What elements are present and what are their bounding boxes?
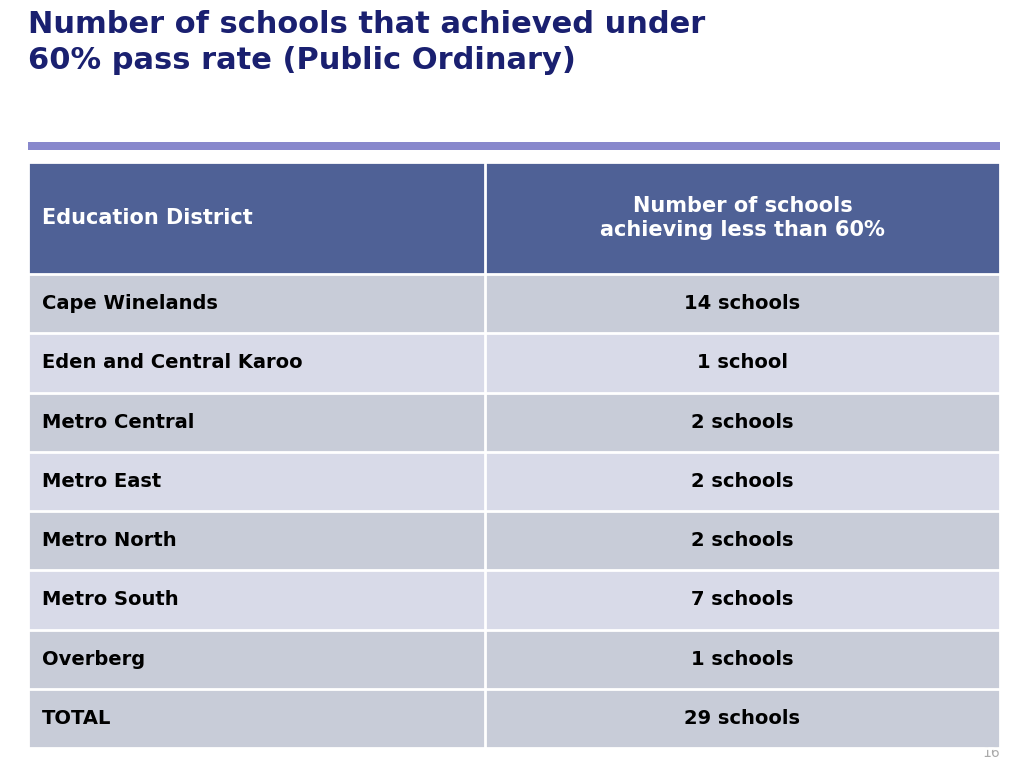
Text: 2 schools: 2 schools bbox=[691, 472, 794, 491]
Text: Metro Central: Metro Central bbox=[42, 412, 195, 432]
Bar bbox=[28, 452, 1000, 511]
Text: Metro South: Metro South bbox=[42, 591, 178, 609]
Bar bbox=[28, 392, 1000, 452]
Bar bbox=[28, 689, 1000, 748]
Bar bbox=[28, 630, 1000, 689]
Text: 1 school: 1 school bbox=[697, 353, 787, 372]
Text: 14 schools: 14 schools bbox=[684, 294, 801, 313]
Bar bbox=[28, 162, 1000, 748]
Text: Metro East: Metro East bbox=[42, 472, 161, 491]
Text: TOTAL: TOTAL bbox=[42, 709, 112, 728]
Text: Cape Winelands: Cape Winelands bbox=[42, 294, 218, 313]
Bar bbox=[28, 274, 1000, 333]
Bar bbox=[28, 333, 1000, 392]
Text: Number of schools that achieved under: Number of schools that achieved under bbox=[28, 10, 706, 39]
Text: Number of schools
achieving less than 60%: Number of schools achieving less than 60… bbox=[600, 197, 885, 240]
Bar bbox=[28, 142, 1000, 150]
Text: 29 schools: 29 schools bbox=[684, 709, 801, 728]
Text: 60% pass rate (Public Ordinary): 60% pass rate (Public Ordinary) bbox=[28, 46, 575, 75]
Bar bbox=[28, 571, 1000, 630]
Text: 2 schools: 2 schools bbox=[691, 412, 794, 432]
Bar bbox=[28, 511, 1000, 571]
Bar bbox=[28, 162, 1000, 274]
Text: Metro North: Metro North bbox=[42, 531, 176, 550]
Text: 2 schools: 2 schools bbox=[691, 531, 794, 550]
Text: Overberg: Overberg bbox=[42, 650, 145, 669]
Text: Education District: Education District bbox=[42, 208, 253, 228]
Text: 7 schools: 7 schools bbox=[691, 591, 794, 609]
Text: 16: 16 bbox=[982, 746, 1000, 760]
Text: Eden and Central Karoo: Eden and Central Karoo bbox=[42, 353, 303, 372]
Text: 1 schools: 1 schools bbox=[691, 650, 794, 669]
